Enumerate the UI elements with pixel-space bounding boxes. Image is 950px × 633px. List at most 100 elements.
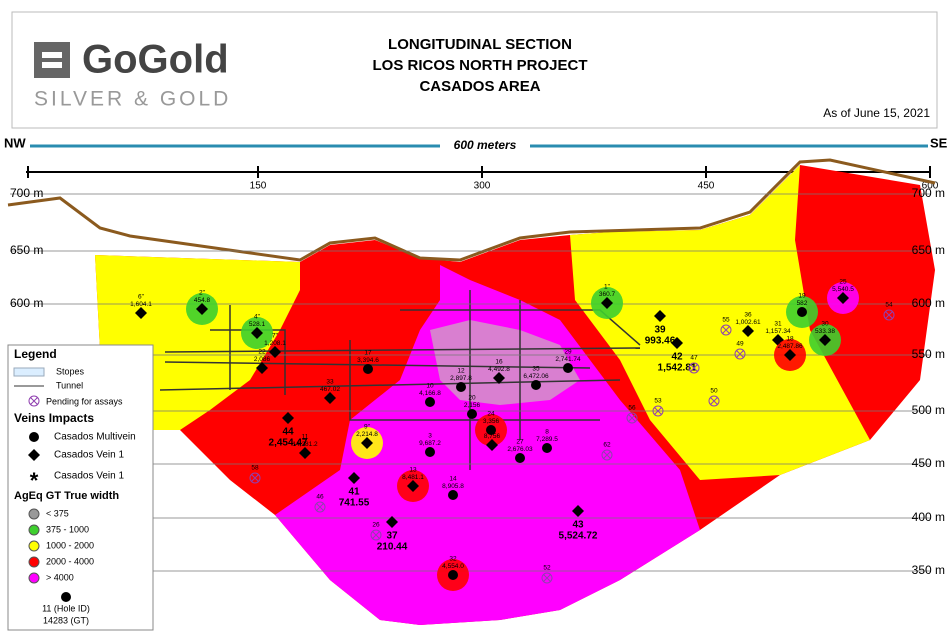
- logo-main: GoGold: [82, 38, 229, 82]
- hole-id: 41: [348, 487, 360, 498]
- pending-marker: [370, 529, 382, 541]
- pending-cross: [710, 397, 718, 405]
- hole-id: 19: [798, 293, 806, 300]
- level-label-right: 500 m: [912, 403, 945, 417]
- scale-length: 600 meters: [454, 138, 517, 152]
- hole-id: 6": [138, 294, 145, 301]
- topography: [7, 158, 936, 262]
- hole-gt: 993.46: [645, 336, 676, 347]
- multivein-marker: [448, 570, 458, 580]
- vein1-marker: [361, 437, 373, 449]
- hole-gt: 9,687.2: [419, 440, 441, 447]
- hole-gt: 582: [797, 300, 808, 307]
- legend-swatch: [28, 508, 40, 520]
- vein1-marker: [386, 516, 398, 528]
- nw-label: NW: [4, 135, 26, 150]
- vein1-marker: [601, 297, 613, 309]
- pending-marker: [626, 412, 638, 424]
- hole-id: 1": [604, 284, 611, 291]
- ruler-label: 150: [250, 181, 267, 192]
- hole-id: 13: [409, 467, 417, 474]
- hole-id: 44: [282, 427, 294, 438]
- vein1-marker: [407, 480, 419, 492]
- pending-id: 53: [654, 398, 662, 405]
- hole-id: 22: [258, 349, 266, 356]
- level-label-right: 700 m: [912, 186, 945, 200]
- header-box: [11, 11, 938, 129]
- hole-gt: 533.38: [815, 328, 835, 335]
- legend-item: Casados Vein 1: [54, 471, 124, 482]
- hole-id: 33: [326, 379, 334, 386]
- pending-id: 54: [885, 302, 893, 309]
- legend-heading: Veins Impacts: [14, 411, 94, 425]
- hole-gt: 2,676.03: [507, 446, 533, 453]
- legend-swatch: [61, 592, 71, 602]
- multivein-marker: [542, 443, 552, 453]
- level-label-left: 650 m: [10, 243, 43, 257]
- pending-marker: [688, 362, 700, 374]
- vein1-marker: [348, 472, 360, 484]
- pending-marker: [601, 449, 613, 461]
- legend-swatch: [28, 556, 40, 568]
- level-label-left: 700 m: [10, 186, 43, 200]
- multivein-marker: [515, 453, 525, 463]
- level-label-right: 550 m: [912, 347, 945, 361]
- hole-id: 12: [457, 368, 465, 375]
- hole-id: 36: [744, 312, 752, 319]
- pending-cross: [654, 407, 662, 415]
- pending-marker: [541, 572, 553, 584]
- vein1-marker: [654, 310, 666, 322]
- pending-cross: [543, 574, 551, 582]
- vein1-marker: [493, 372, 505, 384]
- legend-example: 14283 (GT): [43, 615, 89, 625]
- pending-cross: [251, 474, 259, 482]
- legend-swatch: [28, 524, 40, 536]
- pending-id: 56: [628, 405, 636, 412]
- hole-id: 16: [495, 359, 503, 366]
- legend-item: Casados Multivein: [54, 432, 136, 443]
- vein1-marker: [251, 327, 263, 339]
- hole-gt: 14,281.2: [292, 441, 318, 448]
- hole-gt: 3,394.6: [357, 357, 379, 364]
- hole-gt: 5,524.72: [559, 531, 598, 542]
- vein1-marker: [282, 412, 294, 424]
- hole-id: 25: [839, 279, 847, 286]
- title-line: LONGITUDINAL SECTION: [388, 36, 572, 53]
- hole-id: 11: [302, 434, 309, 441]
- pending-cross: [316, 503, 324, 511]
- logo-icon: [34, 42, 70, 78]
- gt-classes: < 375 375 - 1000 1000 - 2000 2000 - 4000 > 4…: [28, 508, 94, 584]
- hole-gt: 8,481.1: [402, 474, 424, 481]
- hole-gt: 467.02: [320, 386, 340, 393]
- pending-id: 49: [736, 341, 744, 348]
- hole-gt: 2,741.74: [555, 356, 581, 363]
- legend-swatch: [28, 449, 40, 461]
- pending-cross: [690, 364, 698, 372]
- legend-item: 2000 - 4000: [46, 556, 94, 566]
- hole-gt: 6,472.06: [523, 373, 549, 380]
- vein1-marker: [837, 292, 849, 304]
- hole-id: 9": [364, 424, 371, 431]
- legend: Legend Stopes Tunnel Pending for assays …: [7, 344, 154, 631]
- multivein-marker: [531, 380, 541, 390]
- hole-id: 8: [545, 429, 549, 436]
- legend-swatch: [28, 395, 40, 407]
- pending-cross: [603, 451, 611, 459]
- hole-gt: 1,604.1: [130, 301, 152, 308]
- hole-id: 14: [449, 476, 457, 483]
- pending-id: 26: [372, 522, 380, 529]
- ruler-label: 450: [698, 181, 715, 192]
- hole-id: 35: [532, 366, 540, 373]
- hole-id: 3: [428, 433, 432, 440]
- pending-marker: [314, 501, 326, 513]
- hole-id: 7": [272, 333, 279, 340]
- hole-gt: 3,356: [483, 418, 500, 425]
- pending-cross: [885, 311, 893, 319]
- level-label-right: 350 m: [912, 563, 945, 577]
- vein1-marker: [269, 346, 281, 358]
- legend-item: < 375: [46, 508, 69, 518]
- vein1-marker: [572, 505, 584, 517]
- multivein-marker: [563, 363, 573, 373]
- hole-id: 31: [774, 321, 782, 328]
